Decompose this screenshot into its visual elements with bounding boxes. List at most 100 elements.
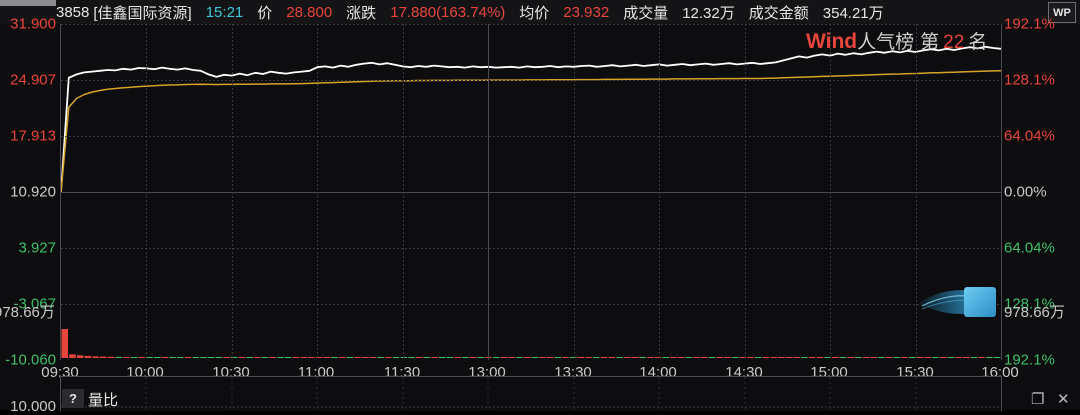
volume-bar <box>100 356 107 358</box>
price-chart-plot-area[interactable] <box>60 24 1002 360</box>
volume-bar <box>909 357 916 358</box>
volume-bar <box>893 357 901 358</box>
volume-bar <box>207 357 215 358</box>
stock-code[interactable]: 3858 <box>56 3 90 21</box>
volume-bar <box>662 357 669 358</box>
volume-bar <box>246 357 253 358</box>
volume-bar <box>978 357 985 358</box>
volume-bar <box>369 357 377 358</box>
volume-bar <box>76 355 84 358</box>
stock-name[interactable]: [佳鑫国际资源] <box>93 4 192 22</box>
left-axis-label: 24.907 <box>10 71 56 89</box>
volume-bar <box>123 357 130 358</box>
wp-badge-icon[interactable]: WP <box>1048 2 1076 23</box>
horizontal-gridline <box>61 247 1001 249</box>
volume-bar <box>362 357 369 358</box>
vertical-gridline <box>488 24 489 360</box>
price-chart-svg <box>61 45 1001 358</box>
volume-bar <box>677 357 685 358</box>
left-axis-label: -10.060 <box>5 351 56 369</box>
vertical-gridline <box>146 24 147 360</box>
right-axis-label: 192.1% <box>1004 351 1055 369</box>
volume-bar <box>970 357 978 358</box>
volume-bar <box>254 357 261 358</box>
volume-bar <box>300 357 307 358</box>
volume-bar <box>832 357 839 358</box>
volume-bar <box>847 357 854 358</box>
volume-bar <box>801 357 808 358</box>
wind-brand-logo: Wind <box>806 30 858 53</box>
right-axis-label: 64.04% <box>1004 127 1055 145</box>
volume-bar <box>200 357 207 358</box>
volume-bar <box>277 357 284 358</box>
maximize-icon[interactable]: ❐ <box>1031 391 1045 408</box>
volume-bar <box>431 357 438 358</box>
vertical-gridline <box>232 24 233 360</box>
volume-bar <box>146 357 153 358</box>
right-axis-label: 192.1% <box>1004 15 1055 33</box>
volume-bar <box>92 356 99 358</box>
volume-value: 12.32万 <box>682 4 735 22</box>
horizontal-gridline <box>61 192 1001 193</box>
volume-bar <box>408 357 415 358</box>
volume-bar <box>115 356 122 358</box>
volume-bar <box>84 355 92 358</box>
volume-bar <box>508 357 515 358</box>
volume-bar <box>469 357 477 358</box>
volume-bar <box>955 357 962 358</box>
volume-bar <box>816 357 824 358</box>
horizontal-gridline <box>61 79 1001 81</box>
vertical-gridline <box>403 24 404 360</box>
volume-bar <box>577 357 585 358</box>
volume-bar <box>454 357 461 358</box>
volume-bar <box>693 357 700 358</box>
avg-price-label: 均价 <box>519 4 550 22</box>
volume-bar <box>939 357 947 358</box>
volume-bar <box>439 357 446 358</box>
volume-bar <box>231 357 238 358</box>
vertical-gridline <box>317 24 318 360</box>
turnover-label: 成交金额 <box>748 4 809 22</box>
close-icon[interactable]: ✕ <box>1057 391 1070 408</box>
volume-bar <box>539 357 546 358</box>
volume-bar <box>338 357 346 358</box>
volume-bar <box>963 357 970 358</box>
volume-ratio-panel[interactable] <box>60 376 1002 411</box>
horizontal-gridline <box>61 24 1001 25</box>
volume-bar <box>477 357 485 358</box>
volume-bar <box>346 357 354 358</box>
volume-bar <box>754 357 762 358</box>
volume-bar <box>169 357 176 358</box>
volume-bar <box>377 357 384 358</box>
volume-bar <box>354 357 361 358</box>
volume-bar <box>716 357 723 358</box>
volume-bar <box>238 357 246 358</box>
volume-bar <box>493 357 500 358</box>
volume-bar <box>616 357 623 358</box>
volume-bar <box>947 357 955 358</box>
volume-bar <box>415 357 423 358</box>
volume-bar <box>747 357 754 358</box>
volume-bar <box>323 357 330 358</box>
right-axis-label: 64.04% <box>1004 239 1055 257</box>
left-axis-label: 3.927 <box>18 239 56 257</box>
volume-bar <box>624 357 631 358</box>
average-price-line <box>61 70 1001 193</box>
volume-bar <box>315 357 323 358</box>
volume-bar <box>107 356 115 358</box>
volume-bar <box>570 357 577 358</box>
volume-bar <box>724 357 731 358</box>
volume-bar <box>331 357 338 358</box>
volume-bar <box>701 357 708 358</box>
volume-bar <box>654 357 662 358</box>
right-axis-label: 128.1% <box>1004 71 1055 89</box>
volume-bar <box>546 357 554 358</box>
price-line <box>61 45 1001 193</box>
avg-price-value: 23.932 <box>563 3 610 21</box>
left-axis-label: 10.920 <box>10 183 56 201</box>
help-button[interactable]: ? <box>62 389 84 408</box>
volume-bar <box>593 357 600 358</box>
volume-bar <box>161 357 169 358</box>
volume-bar <box>885 357 893 358</box>
last-price-value: 28.800 <box>286 3 333 21</box>
